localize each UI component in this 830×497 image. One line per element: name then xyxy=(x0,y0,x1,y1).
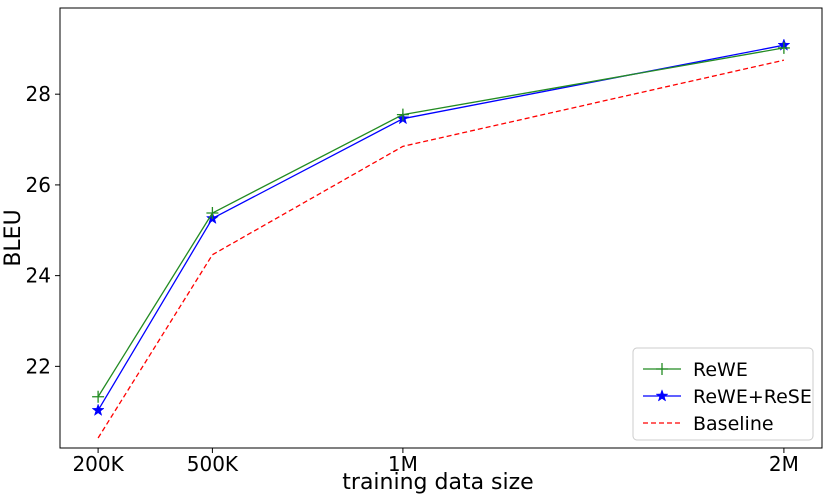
axis-ticks: 200K 500K 1M 2M 22 24 26 28 xyxy=(26,82,799,476)
series-line-rewe xyxy=(97,47,785,398)
x-tick-label: 1M xyxy=(388,452,418,476)
plot-frame xyxy=(59,7,823,449)
x-axis-label: training data size xyxy=(342,470,533,495)
data-point-rewe xyxy=(206,207,219,220)
y-tick-label: 22 xyxy=(26,354,51,378)
series-line-rewe-rese xyxy=(97,44,785,411)
x-tick-label: 2M xyxy=(769,452,799,476)
y-tick-label: 26 xyxy=(26,173,51,197)
x-tick-label: 500K xyxy=(187,452,239,476)
data-point-rewe-rese xyxy=(91,403,105,416)
legend: ReWE ReWE+ReSE Baseline xyxy=(632,347,814,441)
y-tick-label: 28 xyxy=(26,82,51,106)
legend-label-rewe: ReWE xyxy=(693,359,748,381)
series-line-baseline xyxy=(97,59,785,439)
y-axis-label: BLEU xyxy=(1,209,26,266)
legend-items: ReWE ReWE+ReSE Baseline xyxy=(643,359,812,435)
data-point-rewe xyxy=(92,390,105,403)
chart-marks xyxy=(91,38,791,439)
legend-label-rewe-rese: ReWE+ReSE xyxy=(693,386,812,408)
legend-label-baseline: Baseline xyxy=(693,413,774,435)
data-point-rewe xyxy=(396,108,409,121)
legend-box xyxy=(632,347,814,441)
legend-marker-rewe-rese xyxy=(655,389,669,402)
legend-marker-rewe xyxy=(656,363,668,375)
y-tick-label: 24 xyxy=(26,264,51,288)
x-tick-label: 200K xyxy=(72,452,124,476)
data-point-rewe xyxy=(777,41,790,54)
